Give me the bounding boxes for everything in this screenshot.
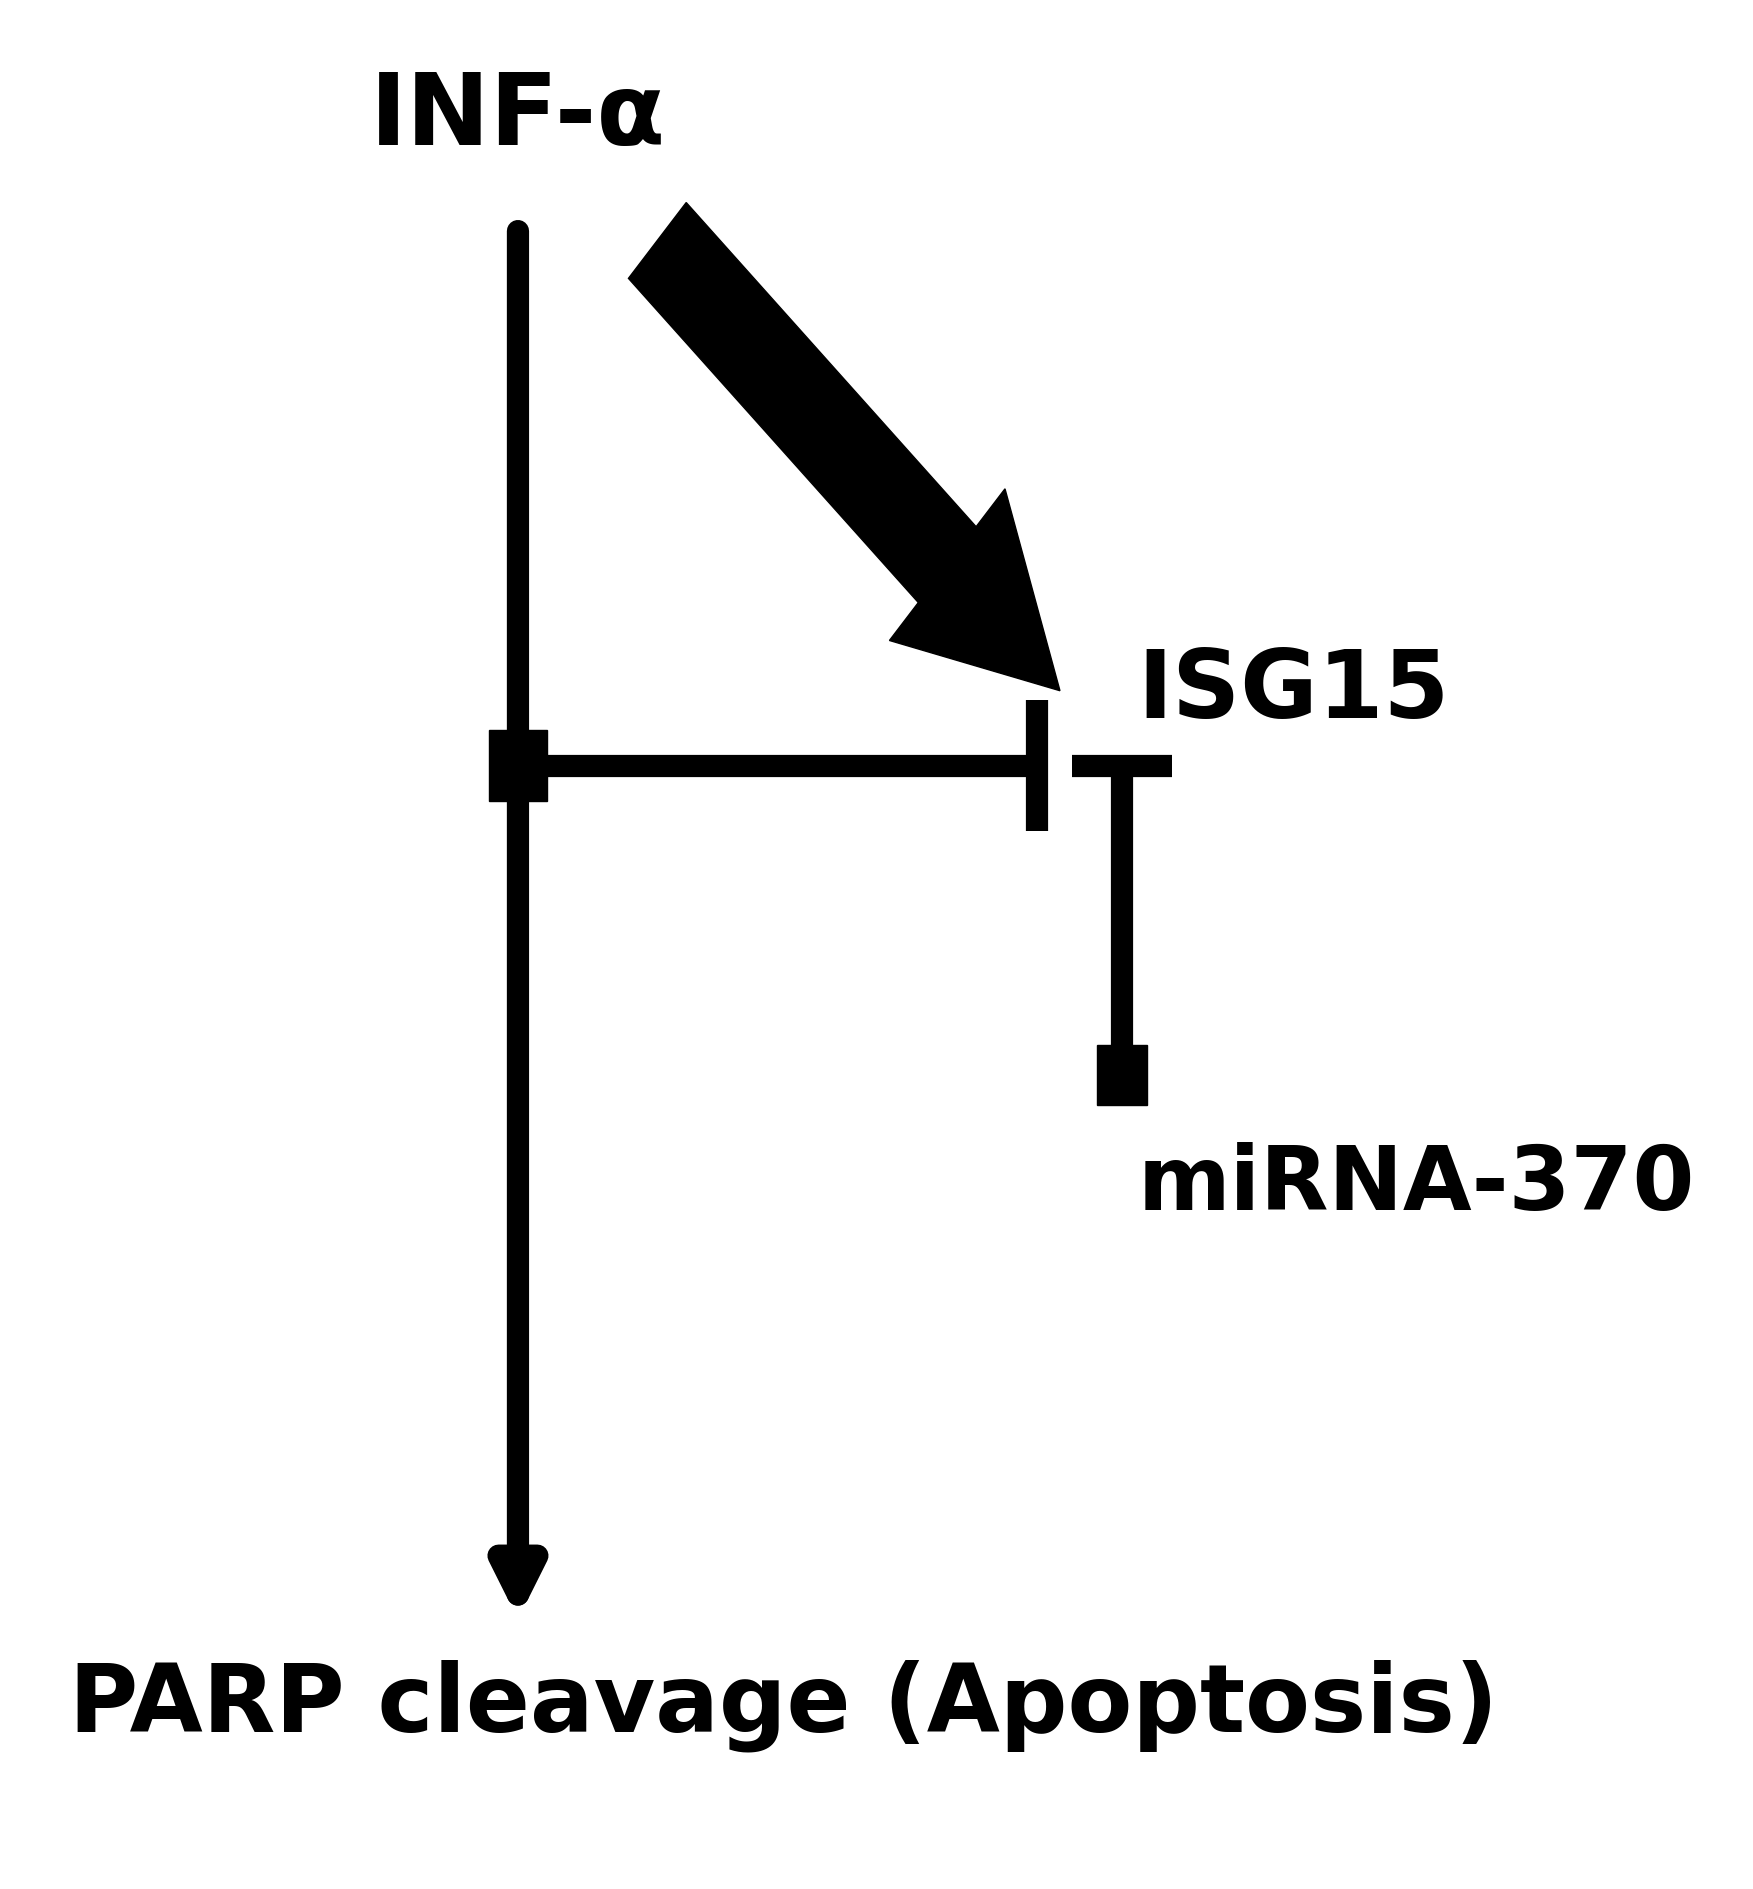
Polygon shape (889, 489, 1061, 691)
Text: INF-α: INF-α (370, 70, 666, 166)
Bar (489, 731, 547, 803)
Text: PARP cleavage (Apoptosis): PARP cleavage (Apoptosis) (68, 1659, 1499, 1751)
Text: miRNA-370: miRNA-370 (1138, 1141, 1695, 1228)
Text: ISG15: ISG15 (1138, 646, 1450, 737)
Bar (1097, 1047, 1146, 1105)
Polygon shape (629, 204, 976, 603)
